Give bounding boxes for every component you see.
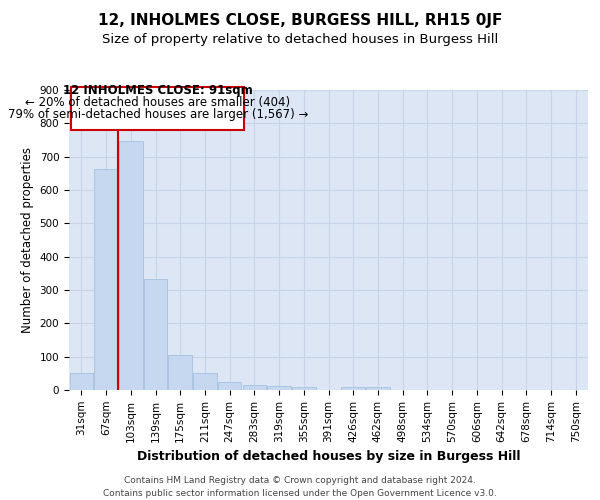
Bar [193,372,217,390]
Bar [366,387,389,390]
Text: Contains HM Land Registry data © Crown copyright and database right 2024.
Contai: Contains HM Land Registry data © Crown c… [103,476,497,498]
Bar [144,280,167,390]
FancyBboxPatch shape [71,86,244,130]
Bar [292,387,316,390]
Text: ← 20% of detached houses are smaller (404): ← 20% of detached houses are smaller (40… [25,96,290,110]
Text: Size of property relative to detached houses in Burgess Hill: Size of property relative to detached ho… [102,32,498,46]
Y-axis label: Number of detached properties: Number of detached properties [21,147,34,333]
Bar [341,387,365,390]
Bar [218,382,241,390]
Bar [242,386,266,390]
Bar [94,170,118,390]
Bar [119,140,143,390]
Text: 12 INHOLMES CLOSE: 91sqm: 12 INHOLMES CLOSE: 91sqm [63,84,253,96]
Text: 12, INHOLMES CLOSE, BURGESS HILL, RH15 0JF: 12, INHOLMES CLOSE, BURGESS HILL, RH15 0… [98,12,502,28]
Text: 79% of semi-detached houses are larger (1,567) →: 79% of semi-detached houses are larger (… [8,108,308,120]
Bar [268,386,291,390]
X-axis label: Distribution of detached houses by size in Burgess Hill: Distribution of detached houses by size … [137,450,520,463]
Bar [169,355,192,390]
Bar [70,372,93,390]
